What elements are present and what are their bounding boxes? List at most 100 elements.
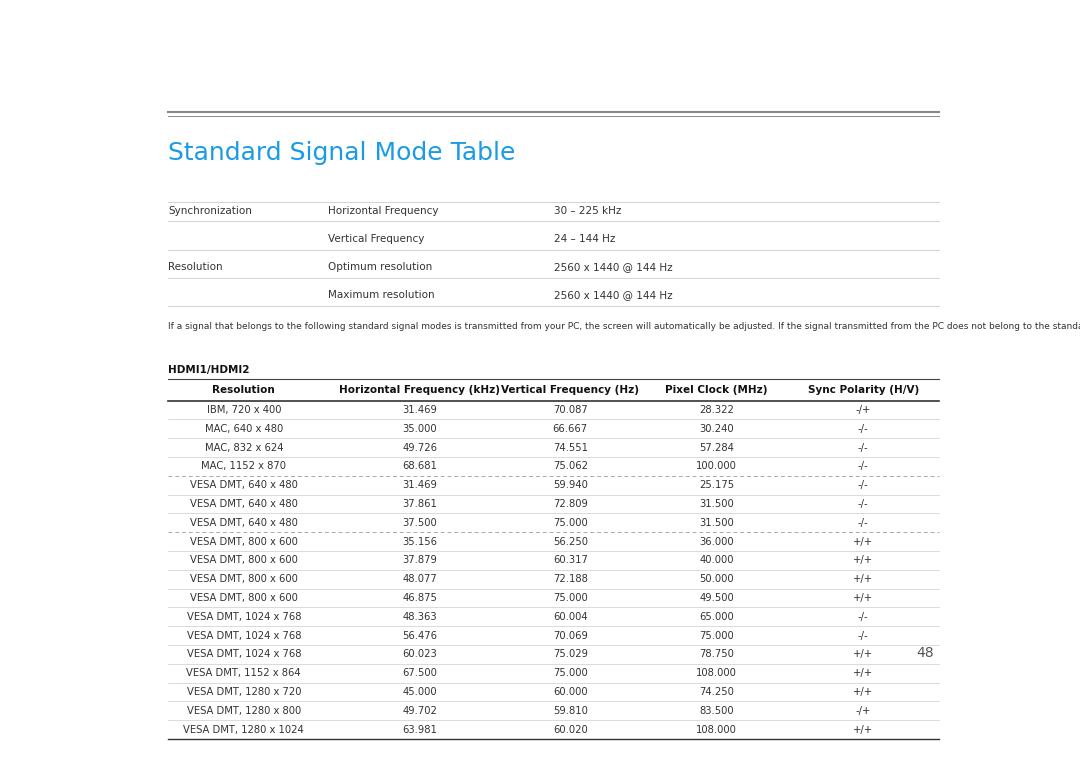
Text: 60.020: 60.020 <box>553 725 588 735</box>
Text: VESA DMT, 640 x 480: VESA DMT, 640 x 480 <box>190 518 298 528</box>
Text: VESA DMT, 640 x 480: VESA DMT, 640 x 480 <box>190 480 298 490</box>
Text: VESA DMT, 1280 x 1024: VESA DMT, 1280 x 1024 <box>184 725 305 735</box>
Text: 60.317: 60.317 <box>553 555 588 565</box>
Text: If a signal that belongs to the following standard signal modes is transmitted f: If a signal that belongs to the followin… <box>168 323 1080 331</box>
Text: Vertical Frequency: Vertical Frequency <box>327 234 423 244</box>
Text: Horizontal Frequency (kHz): Horizontal Frequency (kHz) <box>339 385 500 395</box>
Text: -/-: -/- <box>858 480 868 490</box>
Text: -/-: -/- <box>858 462 868 472</box>
Text: 37.861: 37.861 <box>402 499 437 509</box>
Text: 66.667: 66.667 <box>553 423 588 434</box>
Text: 45.000: 45.000 <box>402 687 437 697</box>
Text: VESA DMT, 1024 x 768: VESA DMT, 1024 x 768 <box>187 630 301 641</box>
Text: MAC, 640 x 480: MAC, 640 x 480 <box>205 423 283 434</box>
Text: 2560 x 1440 @ 144 Hz: 2560 x 1440 @ 144 Hz <box>554 291 672 301</box>
Text: VESA DMT, 1280 x 800: VESA DMT, 1280 x 800 <box>187 706 301 716</box>
Text: VESA DMT, 1280 x 720: VESA DMT, 1280 x 720 <box>187 687 301 697</box>
Text: 2560 x 1440 @ 144 Hz: 2560 x 1440 @ 144 Hz <box>554 262 672 272</box>
Text: 35.156: 35.156 <box>402 536 437 546</box>
Text: HDMI1/HDMI2: HDMI1/HDMI2 <box>168 365 249 375</box>
Text: 63.981: 63.981 <box>402 725 437 735</box>
Text: 108.000: 108.000 <box>697 725 738 735</box>
Text: 70.069: 70.069 <box>553 630 588 641</box>
Text: Synchronization: Synchronization <box>168 206 253 216</box>
Text: VESA DMT, 1024 x 768: VESA DMT, 1024 x 768 <box>187 612 301 622</box>
Text: +/+: +/+ <box>853 649 874 659</box>
Text: Maximum resolution: Maximum resolution <box>327 291 434 301</box>
Text: 31.500: 31.500 <box>700 499 734 509</box>
Text: VESA DMT, 800 x 600: VESA DMT, 800 x 600 <box>190 536 298 546</box>
Text: 56.250: 56.250 <box>553 536 588 546</box>
Text: -/+: -/+ <box>855 706 870 716</box>
Text: -/-: -/- <box>858 499 868 509</box>
Text: +/+: +/+ <box>853 725 874 735</box>
Text: 60.023: 60.023 <box>402 649 437 659</box>
Text: Optimum resolution: Optimum resolution <box>327 262 432 272</box>
Text: +/+: +/+ <box>853 687 874 697</box>
Text: Pixel Clock (MHz): Pixel Clock (MHz) <box>665 385 768 395</box>
Text: -/-: -/- <box>858 423 868 434</box>
Text: +/+: +/+ <box>853 668 874 678</box>
Text: 49.702: 49.702 <box>402 706 437 716</box>
Text: 48.363: 48.363 <box>402 612 437 622</box>
Text: 48.077: 48.077 <box>402 575 437 584</box>
Text: 59.810: 59.810 <box>553 706 588 716</box>
Text: Resolution: Resolution <box>213 385 275 395</box>
Text: Sync Polarity (H/V): Sync Polarity (H/V) <box>808 385 919 395</box>
Text: -/-: -/- <box>858 612 868 622</box>
Text: 46.875: 46.875 <box>402 593 437 603</box>
Text: -/-: -/- <box>858 630 868 641</box>
Text: 108.000: 108.000 <box>697 668 738 678</box>
Text: 31.469: 31.469 <box>402 480 437 490</box>
Text: +/+: +/+ <box>853 555 874 565</box>
Text: 60.004: 60.004 <box>553 612 588 622</box>
Text: 75.029: 75.029 <box>553 649 588 659</box>
Text: 72.188: 72.188 <box>553 575 588 584</box>
Text: +/+: +/+ <box>853 593 874 603</box>
Text: 56.476: 56.476 <box>402 630 437 641</box>
Text: 37.879: 37.879 <box>402 555 437 565</box>
Text: 35.000: 35.000 <box>402 423 437 434</box>
Text: 75.000: 75.000 <box>553 518 588 528</box>
Text: Vertical Frequency (Hz): Vertical Frequency (Hz) <box>501 385 639 395</box>
Text: 49.500: 49.500 <box>700 593 734 603</box>
Text: 31.500: 31.500 <box>700 518 734 528</box>
Text: 74.551: 74.551 <box>553 443 588 452</box>
Text: 25.175: 25.175 <box>699 480 734 490</box>
Text: 31.469: 31.469 <box>402 405 437 415</box>
Text: -/-: -/- <box>858 518 868 528</box>
Text: 49.726: 49.726 <box>402 443 437 452</box>
Text: 59.940: 59.940 <box>553 480 588 490</box>
Text: 30.240: 30.240 <box>700 423 734 434</box>
Text: 100.000: 100.000 <box>697 462 738 472</box>
Text: 57.284: 57.284 <box>699 443 734 452</box>
Text: 75.000: 75.000 <box>700 630 734 641</box>
Text: VESA DMT, 800 x 600: VESA DMT, 800 x 600 <box>190 555 298 565</box>
Text: MAC, 832 x 624: MAC, 832 x 624 <box>204 443 283 452</box>
Text: 72.809: 72.809 <box>553 499 588 509</box>
Text: 40.000: 40.000 <box>700 555 734 565</box>
Text: 24 – 144 Hz: 24 – 144 Hz <box>554 234 615 244</box>
Text: VESA DMT, 1152 x 864: VESA DMT, 1152 x 864 <box>187 668 301 678</box>
Text: VESA DMT, 640 x 480: VESA DMT, 640 x 480 <box>190 499 298 509</box>
Text: 30 – 225 kHz: 30 – 225 kHz <box>554 206 621 216</box>
Text: VESA DMT, 800 x 600: VESA DMT, 800 x 600 <box>190 575 298 584</box>
Text: VESA DMT, 800 x 600: VESA DMT, 800 x 600 <box>190 593 298 603</box>
Text: 78.750: 78.750 <box>699 649 734 659</box>
Text: 75.062: 75.062 <box>553 462 588 472</box>
Text: +/+: +/+ <box>853 575 874 584</box>
Text: 65.000: 65.000 <box>700 612 734 622</box>
Text: IBM, 720 x 400: IBM, 720 x 400 <box>206 405 281 415</box>
Text: 48: 48 <box>917 646 934 660</box>
Text: 70.087: 70.087 <box>553 405 588 415</box>
Text: 37.500: 37.500 <box>402 518 437 528</box>
Text: VESA DMT, 1024 x 768: VESA DMT, 1024 x 768 <box>187 649 301 659</box>
Text: 75.000: 75.000 <box>553 593 588 603</box>
Text: 28.322: 28.322 <box>699 405 734 415</box>
Text: 75.000: 75.000 <box>553 668 588 678</box>
Text: Horizontal Frequency: Horizontal Frequency <box>327 206 438 216</box>
Text: +/+: +/+ <box>853 536 874 546</box>
Text: 74.250: 74.250 <box>699 687 734 697</box>
Text: 67.500: 67.500 <box>402 668 437 678</box>
Text: 36.000: 36.000 <box>700 536 734 546</box>
